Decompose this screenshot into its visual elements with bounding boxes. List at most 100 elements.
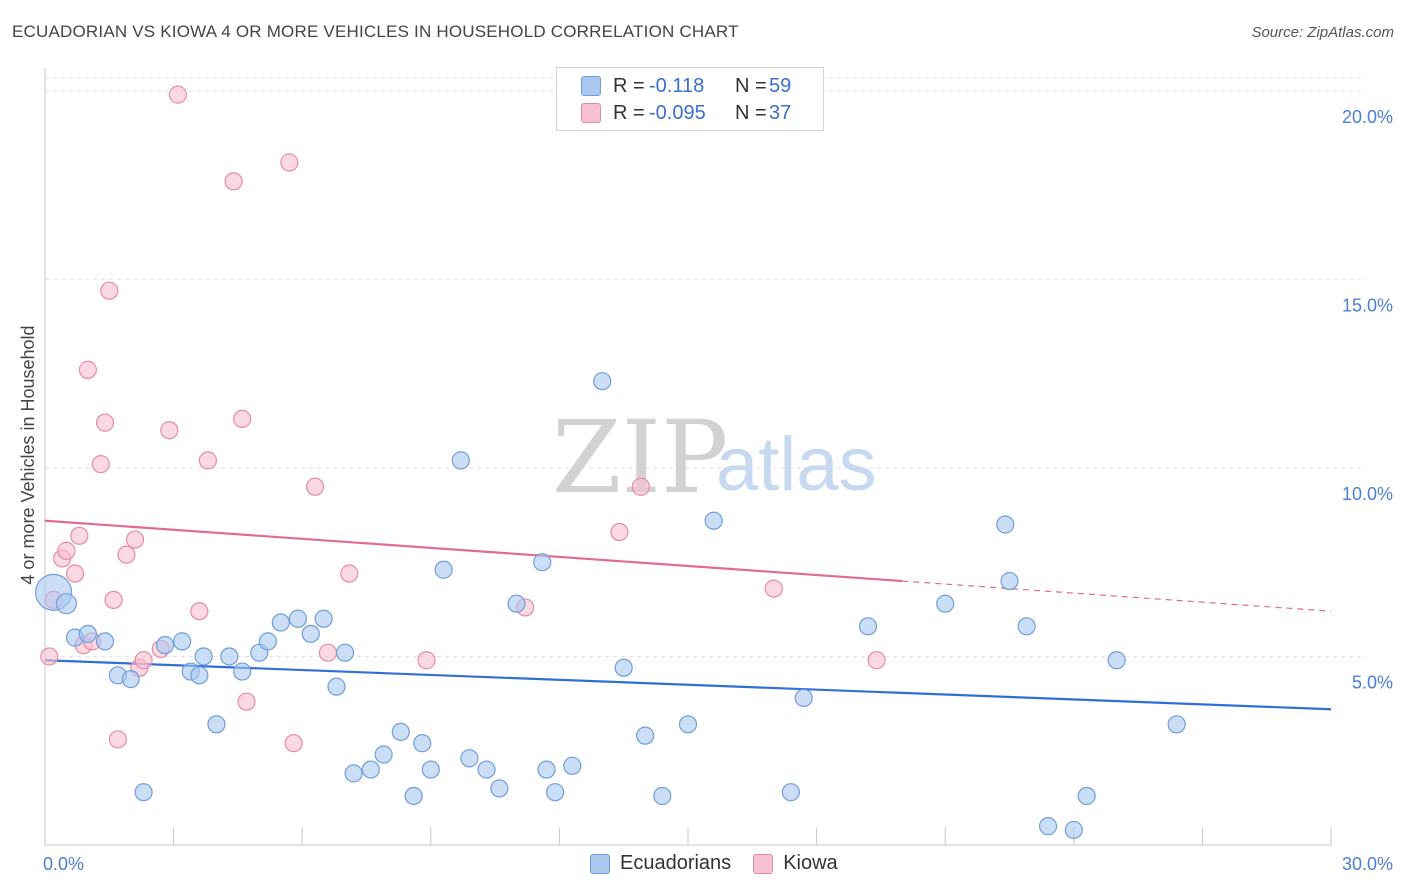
data-point-kiowa xyxy=(168,85,187,104)
data-point-ecuadorians xyxy=(936,594,955,613)
data-point-ecuadorians xyxy=(1107,651,1126,670)
data-point-kiowa xyxy=(134,651,153,670)
data-point-ecuadorians xyxy=(95,632,115,651)
data-point-kiowa xyxy=(104,590,123,610)
data-point-ecuadorians xyxy=(233,662,252,681)
data-point-kiowa xyxy=(125,530,145,549)
data-point-ecuadorians xyxy=(344,764,363,783)
data-point-ecuadorians xyxy=(451,451,470,470)
x-tick-label: 0.0% xyxy=(43,854,84,874)
legend-row-kiowa: R = -0.095 N = 37 xyxy=(581,100,791,126)
watermark-atlas: atlas xyxy=(716,422,877,507)
data-point-ecuadorians xyxy=(434,560,453,579)
trend-line-kiowa xyxy=(44,519,903,583)
stats-legend: R = -0.118 N = 59 R = -0.095 N = 37 xyxy=(556,67,824,131)
y-tick-label: 20.0% xyxy=(1342,107,1393,127)
data-point-kiowa xyxy=(198,451,217,470)
watermark-zip: ZIP xyxy=(552,399,728,516)
data-point-ecuadorians xyxy=(301,624,320,643)
data-point-kiowa xyxy=(117,545,136,564)
data-point-kiowa xyxy=(280,153,299,172)
data-point-ecuadorians xyxy=(537,760,556,779)
watermark: ZIP atlas xyxy=(552,399,877,516)
data-point-ecuadorians xyxy=(1167,715,1186,734)
data-point-ecuadorians xyxy=(361,760,380,779)
data-point-ecuadorians xyxy=(477,760,496,779)
data-point-kiowa xyxy=(764,579,783,598)
legend-row-ecuadorians: R = -0.118 N = 59 xyxy=(581,73,791,99)
data-point-ecuadorians xyxy=(593,372,612,391)
data-point-kiowa xyxy=(233,409,252,429)
legend-swatch-blue xyxy=(581,76,601,96)
data-point-kiowa xyxy=(40,647,59,666)
data-point-kiowa xyxy=(284,734,303,753)
data-point-ecuadorians xyxy=(996,515,1015,534)
legend-swatch-blue xyxy=(590,853,610,874)
data-point-ecuadorians xyxy=(207,715,226,734)
y-tick-label: 15.0% xyxy=(1342,295,1393,315)
data-point-ecuadorians xyxy=(78,624,97,643)
legend-n-label: N = xyxy=(735,74,767,97)
legend-item-ecuadorians[interactable]: Ecuadorians xyxy=(590,852,731,875)
data-point-kiowa xyxy=(190,602,209,621)
chart-title: ECUADORIAN VS KIOWA 4 OR MORE VEHICLES I… xyxy=(12,22,739,41)
data-point-ecuadorians xyxy=(220,647,239,666)
data-point-ecuadorians xyxy=(173,632,192,651)
trend-line-extension-kiowa xyxy=(902,580,1332,612)
data-point-ecuadorians xyxy=(155,636,175,655)
data-point-ecuadorians xyxy=(194,647,213,666)
data-point-ecuadorians xyxy=(391,722,410,741)
y-axis-label: 4 or more Vehicles in Household xyxy=(18,325,38,584)
data-point-ecuadorians xyxy=(413,734,432,753)
data-point-ecuadorians xyxy=(55,593,78,615)
data-point-kiowa xyxy=(224,172,243,191)
data-point-kiowa xyxy=(95,413,115,432)
data-point-ecuadorians xyxy=(858,617,878,636)
data-point-ecuadorians xyxy=(1000,571,1019,591)
data-point-kiowa xyxy=(340,564,359,583)
data-point-ecuadorians xyxy=(314,609,333,628)
data-point-kiowa xyxy=(318,643,338,662)
data-point-ecuadorians xyxy=(533,553,552,572)
data-point-ecuadorians xyxy=(490,779,509,798)
data-point-kiowa xyxy=(160,421,179,440)
legend-r-label: R = xyxy=(613,74,645,97)
data-point-ecuadorians xyxy=(1064,820,1083,840)
data-point-ecuadorians xyxy=(507,594,526,613)
data-point-ecuadorians xyxy=(1077,786,1096,806)
axis-labels: 5.0% 10.0% 15.0% 20.0% 0.0% 30.0% xyxy=(43,107,1393,874)
data-point-ecuadorians xyxy=(271,613,290,632)
data-point-ecuadorians xyxy=(678,715,698,734)
data-point-ecuadorians xyxy=(258,632,278,651)
trend-lines xyxy=(44,519,1332,711)
legend-label-kiowa: Kiowa xyxy=(783,852,838,874)
legend-r-label: R = xyxy=(613,101,645,124)
legend-label-ecuadorians: Ecuadorians xyxy=(620,852,732,874)
data-point-ecuadorians xyxy=(327,677,346,696)
data-point-kiowa xyxy=(305,477,325,496)
data-points xyxy=(34,85,1186,840)
data-point-kiowa xyxy=(70,526,89,545)
legend-swatch-pink xyxy=(753,853,774,874)
data-point-ecuadorians xyxy=(134,783,153,802)
y-tick-label: 10.0% xyxy=(1342,484,1393,504)
data-point-ecuadorians xyxy=(190,666,209,685)
data-point-ecuadorians xyxy=(1038,817,1058,836)
data-point-kiowa xyxy=(631,477,650,496)
data-point-ecuadorians xyxy=(614,658,633,677)
legend-n-value: 37 xyxy=(769,101,792,124)
data-point-ecuadorians xyxy=(335,643,355,662)
legend-item-kiowa[interactable]: Kiowa xyxy=(753,852,838,875)
series-legend: Ecuadorians Kiowa xyxy=(590,852,860,875)
legend-n-value: 59 xyxy=(769,74,792,97)
legend-r-value: -0.095 xyxy=(649,101,706,124)
source-label: Source: ZipAtlas.com xyxy=(1251,24,1394,41)
data-point-ecuadorians xyxy=(653,786,672,806)
data-point-ecuadorians xyxy=(563,756,582,775)
data-point-kiowa xyxy=(65,564,85,583)
data-point-kiowa xyxy=(237,692,256,711)
data-point-kiowa xyxy=(867,651,886,670)
x-tick-label: 30.0% xyxy=(1342,854,1393,874)
legend-n-label: N = xyxy=(735,101,767,124)
